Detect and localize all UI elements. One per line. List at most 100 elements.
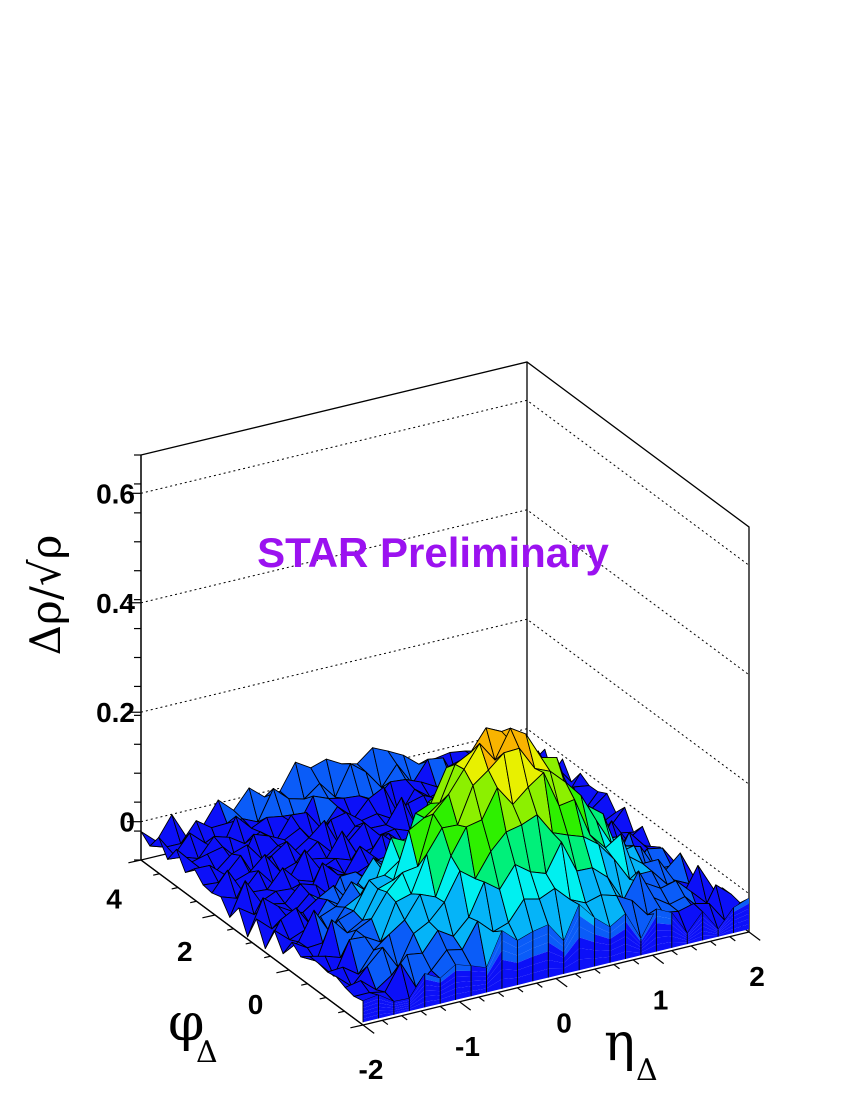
axis-ticks: -2 -1 0 1 2 0 2 4 0 0.2 0.4 0.6 <box>96 454 765 1085</box>
surface-skirt-cell <box>502 930 518 949</box>
surface-skirt-cell <box>563 904 580 947</box>
eta-tick <box>420 1010 427 1016</box>
surface-skirt-cell <box>733 908 749 921</box>
surface-skirt-cell <box>455 970 472 977</box>
surface-skirt-cell <box>440 976 456 992</box>
surface-skirt-cell <box>486 930 502 972</box>
surface-skirt-cell <box>502 969 518 980</box>
phi-tick <box>350 1024 364 1029</box>
surface-skirt-cell <box>393 1000 410 1006</box>
surface-skirt-cell <box>687 930 703 943</box>
surface-skirt-cell <box>640 916 657 945</box>
surface-skirt-cell <box>486 940 502 977</box>
z-axis-label: Δρ/√ρ <box>21 535 70 656</box>
surface-skirt-cell <box>548 942 564 958</box>
surface-skirt-cell <box>687 916 703 937</box>
eta-tick <box>478 996 485 1002</box>
phi-tick-label: 2 <box>177 936 193 967</box>
surface-skirt-cell <box>409 984 425 1005</box>
z-gridline <box>140 509 750 676</box>
surface-skirt-cell <box>363 995 379 1005</box>
surface-skirt-cell <box>455 991 472 1000</box>
surface-skirt-cell <box>393 1002 410 1009</box>
surface-skirt-cell <box>378 1010 394 1015</box>
surface-skirt-cell <box>656 930 672 938</box>
phi-tick-label: 0 <box>248 989 264 1020</box>
surface-skirt-cell <box>548 933 564 953</box>
eta-tick <box>652 954 665 965</box>
surface-skirt-cell <box>594 918 610 933</box>
surface-skirt-cell <box>455 986 472 995</box>
surface-skirt-cell <box>378 998 394 1006</box>
surface-skirt-cell <box>733 903 749 917</box>
phi-tick <box>153 873 160 876</box>
surface-skirt-cell <box>548 960 564 969</box>
surface-skirt-cell <box>687 921 703 939</box>
y-axis-title: φ Δ <box>168 993 218 1070</box>
surface-skirt-cell <box>656 909 672 919</box>
surface-skirt-cell <box>563 948 580 969</box>
surface-skirt-cell <box>471 971 487 977</box>
surface-skirt-cell <box>532 942 549 957</box>
surface-skirt-cell <box>718 928 734 937</box>
surface-skirt-cell <box>409 979 425 1003</box>
surface-skirt-cell <box>687 926 703 941</box>
phi-tick <box>264 955 271 959</box>
surface-skirt-cell <box>702 935 719 941</box>
surface-skirt-cell <box>486 959 502 985</box>
surface-skirt-cell <box>733 898 749 912</box>
surface-skirt-cell <box>687 911 703 936</box>
surface-skirt-cell <box>718 907 734 931</box>
surface-skirt-cell <box>502 950 518 963</box>
surface-skirt-cell <box>378 1012 394 1019</box>
surface-skirt-cell <box>640 937 657 953</box>
surface-skirt-cell <box>393 998 410 1004</box>
eta-tick <box>459 1001 472 1011</box>
surface-skirt-cell <box>733 919 749 929</box>
surface-skirt-cell <box>393 1009 410 1015</box>
surface-skirt-cell <box>502 959 518 971</box>
phi-tick <box>319 996 327 1000</box>
surface-skirt-cell <box>702 916 719 932</box>
x-axis-title: η Δ <box>604 1013 658 1088</box>
surface-skirt-cell <box>656 923 672 931</box>
eta-tick <box>555 978 568 988</box>
surface-skirt-cell <box>440 970 456 987</box>
phi-tick <box>245 941 253 945</box>
eta-tick <box>574 973 582 979</box>
surface-skirt-cell <box>625 943 641 953</box>
surface-skirt-cell <box>640 930 657 950</box>
surface-skirt-cell <box>625 936 641 950</box>
surface-skirt-cell <box>656 916 672 925</box>
z-axis-title: Δρ/√ρ <box>21 535 70 656</box>
surface-skirt-cell <box>625 951 641 959</box>
surface-skirt-cell <box>656 936 672 945</box>
surface-skirt-cell <box>579 915 595 935</box>
phi-axis-label: φ <box>168 993 204 1053</box>
phi-axis-subscript: Δ <box>196 1035 218 1070</box>
phi-tick <box>227 928 234 931</box>
surface-skirt-cell <box>625 913 641 942</box>
surface-skirt-cell <box>455 964 472 971</box>
surface-skirt-cell <box>610 921 626 939</box>
surface-skirt-cell <box>517 973 533 986</box>
surface-skirt-cell <box>563 937 580 963</box>
surface-skirt-cell <box>656 942 672 952</box>
surface-skirt-cell <box>579 948 595 960</box>
z-tick-label: 0.6 <box>96 478 135 509</box>
surface-skirt-cell <box>579 926 595 943</box>
z-tick-label: 0.4 <box>96 588 135 619</box>
surface-skirt-cell <box>687 935 703 945</box>
surface-skirt-cell <box>702 930 719 936</box>
surface-skirt-cell <box>471 988 487 997</box>
surface-skirt-cell <box>594 934 610 945</box>
eta-tick <box>690 945 698 951</box>
surface-skirt-cell <box>409 996 425 1009</box>
surface-skirt-cell <box>532 951 549 965</box>
eta-tick-label: 0 <box>556 1008 572 1039</box>
surface-skirt-cell <box>440 964 456 983</box>
surface-skirt-cell <box>718 916 734 933</box>
surface-skirt-cell <box>455 981 472 989</box>
eta-tick <box>381 1019 389 1026</box>
